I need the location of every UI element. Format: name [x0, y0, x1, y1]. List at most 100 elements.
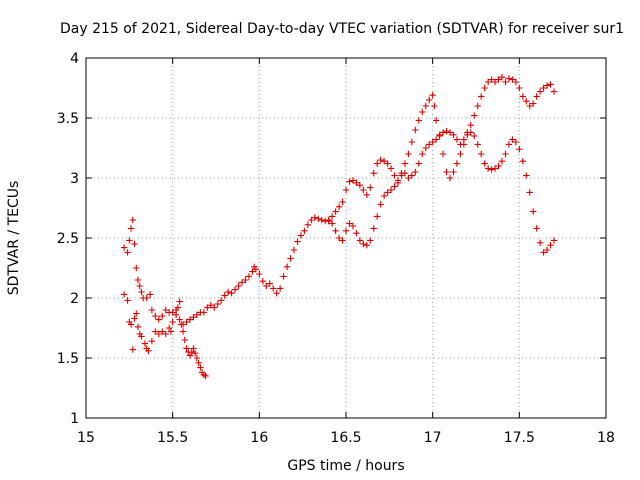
data-point [179, 328, 187, 335]
data-point [426, 96, 433, 104]
data-point [346, 178, 353, 185]
data-point [429, 92, 436, 99]
data-point [178, 321, 185, 328]
data-point [495, 162, 502, 170]
data-point [169, 309, 176, 316]
data-point [332, 208, 339, 215]
data-point [301, 227, 308, 234]
data-point [276, 285, 284, 292]
data-point [120, 291, 128, 298]
data-point [283, 263, 291, 270]
data-point [146, 291, 154, 298]
data-point [197, 364, 204, 371]
data-point [141, 340, 149, 347]
data-point [224, 288, 232, 296]
data-point [280, 273, 287, 280]
y-tick-label: 2.5 [57, 231, 79, 247]
data-point [186, 316, 194, 323]
data-point [360, 240, 367, 248]
series-track-A [120, 74, 558, 328]
data-point [315, 215, 322, 222]
data-point [471, 112, 478, 119]
data-point [387, 165, 395, 172]
ticks [85, 57, 607, 419]
data-point [218, 297, 225, 304]
data-point [536, 239, 544, 246]
data-point [550, 237, 558, 244]
data-point [526, 102, 533, 110]
data-point [523, 172, 530, 179]
data-point [353, 179, 360, 186]
x-axis-label: GPS time / hours [287, 458, 404, 474]
data-point [505, 141, 513, 148]
data-point [190, 314, 197, 321]
data-point [214, 300, 221, 308]
data-point [328, 220, 336, 227]
data-point [516, 84, 523, 92]
data-point [401, 160, 409, 167]
data-point [384, 160, 391, 167]
data-point [519, 93, 526, 100]
data-point [543, 246, 551, 254]
data-point [235, 282, 242, 290]
data-point [221, 292, 228, 299]
x-tick-label: 15 [77, 430, 95, 446]
x-tick-label: 18 [597, 430, 615, 446]
data-point [394, 179, 402, 186]
data-point [287, 255, 294, 262]
data-point [415, 160, 422, 167]
data-point [491, 78, 499, 86]
data-point [478, 93, 485, 100]
data-point [349, 177, 357, 184]
data-point [377, 201, 384, 208]
data-point [367, 237, 374, 244]
data-point [332, 227, 339, 234]
data-point [266, 280, 273, 287]
data-point [193, 311, 201, 318]
data-point [256, 270, 263, 278]
data-point [238, 279, 246, 286]
data-point [415, 117, 422, 124]
data-point [193, 354, 201, 362]
data-point [183, 318, 190, 326]
data-point [148, 306, 156, 314]
series-track-B [120, 92, 558, 380]
data-point [155, 316, 162, 323]
data-point [474, 102, 481, 110]
data-point [374, 213, 381, 220]
data-point [540, 84, 547, 92]
data-point [467, 122, 474, 129]
data-point [183, 345, 190, 352]
data-point [498, 74, 506, 81]
data-point [297, 232, 305, 239]
data-point [446, 174, 454, 182]
data-point [363, 242, 370, 249]
data-point [131, 240, 138, 248]
data-point [502, 78, 509, 86]
data-point [166, 324, 173, 332]
data-point [391, 183, 398, 190]
data-point [127, 225, 135, 232]
data-point [188, 348, 195, 356]
data-point [405, 150, 412, 158]
y-tick-label: 3 [70, 171, 79, 187]
data-point [474, 141, 481, 148]
data-point [308, 216, 315, 224]
data-point [405, 174, 412, 182]
data-point [200, 309, 208, 316]
data-point [136, 282, 143, 290]
data-point [231, 286, 239, 293]
data-point [335, 234, 343, 242]
data-point [550, 88, 558, 95]
data-point [252, 266, 260, 273]
data-point [439, 150, 447, 158]
data-point [342, 227, 350, 234]
data-point [543, 82, 551, 89]
data-point [174, 304, 182, 311]
data-point [134, 323, 142, 330]
data-point [356, 237, 364, 244]
data-point [363, 191, 370, 198]
data-point [471, 132, 478, 140]
data-point [263, 282, 270, 290]
data-point [505, 75, 513, 82]
